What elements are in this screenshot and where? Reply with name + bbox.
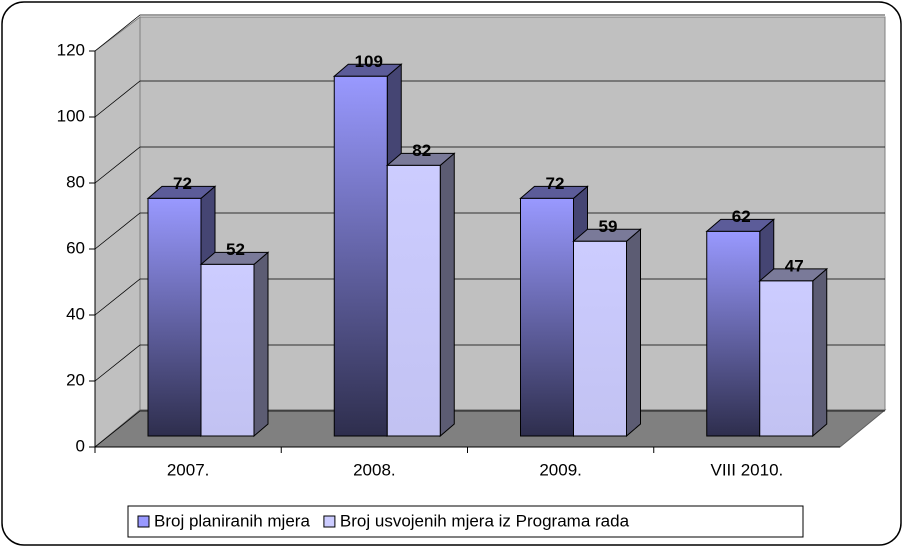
legend-label: Broj usvojenih mjera iz Programa rada: [340, 511, 630, 530]
bar-side: [253, 251, 269, 438]
bar: [758, 267, 829, 438]
y-tick-label: 0: [76, 436, 85, 455]
y-tick-label: 100: [57, 106, 85, 125]
legend-label: Broj planiranih mjera: [154, 511, 310, 530]
bar-front: [520, 197, 574, 437]
bar: [199, 251, 270, 438]
value-label: 52: [226, 240, 245, 259]
value-label: 82: [412, 141, 431, 160]
value-label: 109: [355, 52, 383, 71]
value-label: 62: [732, 207, 751, 226]
y-tick-label: 20: [66, 370, 85, 389]
y-tick-label: 120: [57, 40, 85, 59]
side-wall: [94, 15, 141, 449]
y-tick-label: 60: [66, 238, 85, 257]
x-tick-label: VIII 2010.: [710, 460, 783, 479]
grid-line: [94, 212, 885, 250]
legend-swatch: [137, 515, 150, 528]
bar: [572, 228, 642, 438]
y-tick-label: 40: [66, 304, 85, 323]
y-tick-label: 80: [66, 172, 85, 191]
bar-front: [386, 164, 441, 437]
bar-front: [706, 230, 761, 437]
value-label: 72: [546, 174, 565, 193]
bar-side: [439, 152, 455, 438]
x-tick-label: 2007.: [167, 460, 210, 479]
bar-front: [200, 263, 255, 437]
bar-front: [759, 280, 814, 437]
bar-side: [626, 228, 641, 438]
grid-line: [94, 14, 885, 52]
value-label: 72: [173, 174, 192, 193]
bar: [385, 152, 456, 438]
bar: [705, 218, 776, 438]
grid-line: [94, 80, 885, 118]
value-label: 59: [599, 217, 618, 236]
bar-front: [333, 75, 388, 437]
bar-side: [812, 267, 828, 438]
value-label: 47: [785, 256, 804, 275]
x-tick-label: 2008.: [353, 460, 396, 479]
grid-line: [94, 146, 885, 184]
legend: [127, 505, 804, 538]
x-tick-label: 2009.: [539, 460, 582, 479]
legend-swatch: [323, 515, 336, 528]
bar-front: [147, 197, 202, 437]
bar-front: [573, 240, 627, 437]
